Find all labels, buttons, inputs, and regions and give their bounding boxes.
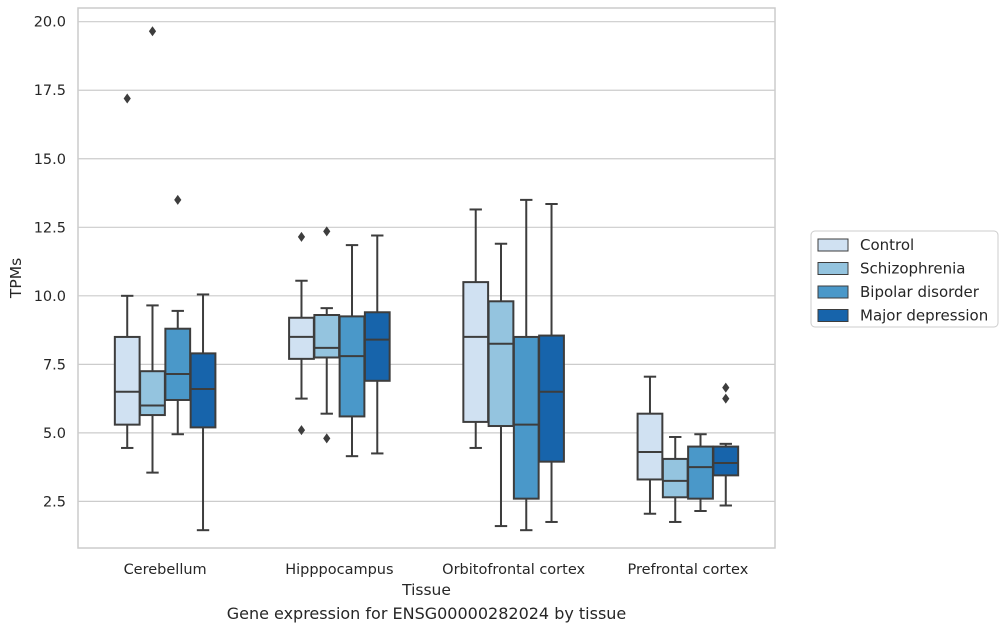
outlier-point (148, 26, 157, 37)
y-tick-label: 7.5 (43, 357, 66, 373)
y-tick-label: 20.0 (34, 15, 66, 31)
box-major-depression (538, 202, 565, 523)
legend-label: Control (860, 236, 914, 254)
y-tick-label: 2.5 (43, 494, 66, 510)
plot-boxes (113, 26, 740, 532)
iqr-box (462, 281, 490, 423)
iqr-box (164, 327, 192, 401)
iqr-box (661, 457, 689, 499)
outlier-point (323, 433, 331, 444)
outlier-point (722, 393, 730, 404)
box-major-depression (189, 293, 217, 532)
iqr-box (313, 314, 341, 359)
box-schizophrenia (313, 226, 341, 444)
plot-area-frame (77, 7, 776, 549)
box-schizophrenia (139, 26, 166, 474)
outlier-point (297, 231, 306, 242)
iqr-box (139, 370, 166, 417)
iqr-box (189, 352, 217, 429)
box-bipolar-disorder (512, 198, 540, 532)
legend-swatch (817, 238, 849, 252)
legend-label: Bipolar disorder (860, 283, 980, 301)
x-tick-label: Orbitofrontal cortex (442, 562, 585, 578)
y-tick-label: 17.5 (34, 83, 66, 99)
box-control (462, 208, 490, 449)
legend-label: Major depression (860, 307, 988, 325)
box-bipolar-disorder (164, 194, 192, 436)
iqr-box (636, 412, 664, 481)
y-tick-label: 10.0 (34, 289, 66, 305)
legend-swatch (817, 285, 849, 299)
y-tick-label: 5.0 (43, 426, 66, 442)
iqr-box (338, 315, 366, 418)
box-schizophrenia (487, 242, 515, 528)
legend-frame (810, 230, 999, 328)
iqr-box (512, 335, 540, 500)
x-axis-label: Tissue (401, 581, 451, 599)
iqr-box (113, 335, 141, 426)
x-tick-label: Cerebellum (124, 562, 207, 578)
box-control (113, 93, 141, 449)
iqr-box (363, 311, 391, 382)
box-bipolar-disorder (338, 244, 366, 458)
iqr-box (538, 334, 565, 463)
x-axis: Cerebellum Hipppocampus Orbitofrontal cort… (124, 562, 749, 578)
box-major-depression (363, 234, 391, 455)
outlier-point (174, 194, 182, 205)
gridlines (78, 21, 775, 503)
legend-label: Schizophrenia (860, 260, 965, 278)
box-major-depression (712, 382, 740, 507)
box-control (288, 231, 315, 436)
legend: Control Schizophrenia Bipolar disorder Majo… (810, 230, 999, 328)
y-tick-label: 12.5 (34, 220, 66, 236)
iqr-box (487, 300, 515, 428)
box-schizophrenia (661, 435, 689, 523)
iqr-box (687, 445, 714, 500)
y-tick-label: 15.0 (34, 152, 66, 168)
iqr-box (288, 316, 315, 360)
box-control (636, 375, 664, 515)
box-bipolar-disorder (687, 433, 714, 512)
outlier-point (123, 93, 131, 104)
y-axis: 2.5 5.0 7.5 10.0 12.5 15.0 17.5 20.0 (34, 15, 66, 511)
outlier-point (323, 226, 331, 237)
legend-swatch (817, 309, 849, 322)
legend-swatch (817, 262, 849, 275)
x-tick-label: Hipppocampus (285, 562, 393, 578)
x-tick-label: Prefrontal cortex (627, 562, 748, 578)
iqr-box (712, 445, 740, 477)
y-axis-label: TPMs (7, 258, 25, 299)
outlier-point (722, 382, 730, 393)
outlier-point (297, 425, 306, 436)
figure-caption: Gene expression for ENSG00000282024 by t… (226, 604, 627, 623)
